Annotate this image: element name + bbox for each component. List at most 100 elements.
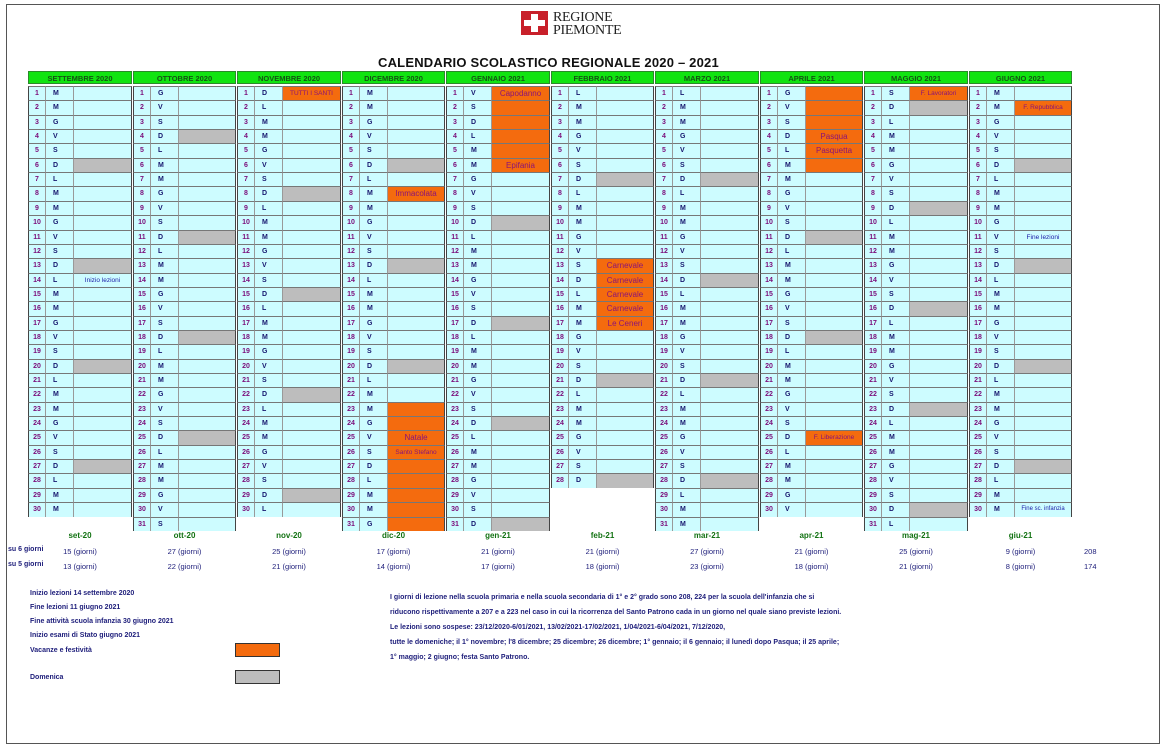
weekday-letter: M bbox=[986, 488, 1014, 502]
weekday-letter: L bbox=[359, 473, 387, 488]
day-number: 20 bbox=[864, 359, 881, 373]
day-number: 11 bbox=[864, 230, 881, 244]
month-days-6: 27 (giorni) bbox=[690, 547, 724, 556]
day-number: 20 bbox=[655, 359, 672, 373]
day-number: 17 bbox=[133, 316, 150, 330]
weekday-letter: M bbox=[568, 316, 596, 330]
day-cell bbox=[700, 100, 759, 115]
day-number: 11 bbox=[551, 230, 568, 244]
day-number: 20 bbox=[342, 359, 359, 373]
day-number: 6 bbox=[655, 158, 672, 172]
day-number: 24 bbox=[655, 416, 672, 430]
day-event: Fine sc. infanzia bbox=[1014, 502, 1072, 517]
day-number: 20 bbox=[760, 359, 777, 373]
day-cell bbox=[1014, 430, 1072, 445]
weekday-letter: M bbox=[359, 100, 387, 115]
day-number: 10 bbox=[551, 215, 568, 230]
page-title: CALENDARIO SCOLASTICO REGIONALE 2020 – 2… bbox=[378, 55, 719, 70]
weekday-letter: S bbox=[463, 402, 491, 416]
weekday-letter: D bbox=[359, 158, 387, 172]
day-cell bbox=[1014, 373, 1072, 387]
day-cell bbox=[73, 186, 132, 201]
day-number: 12 bbox=[28, 244, 45, 258]
day-number: 18 bbox=[760, 330, 777, 344]
weekday-letter: M bbox=[150, 459, 178, 473]
weekday-letter: S bbox=[45, 244, 73, 258]
day-number: 2 bbox=[655, 100, 672, 115]
day-number: 28 bbox=[446, 473, 463, 488]
weekday-letter: G bbox=[463, 473, 491, 488]
day-cell bbox=[596, 172, 654, 186]
weekday-letter: D bbox=[777, 230, 805, 244]
month-days-6: 15 (giorni) bbox=[63, 547, 97, 556]
day-cell bbox=[1014, 186, 1072, 201]
weekday-letter: G bbox=[881, 359, 909, 373]
day-number: 6 bbox=[28, 158, 45, 172]
day-number: 22 bbox=[864, 387, 881, 402]
day-cell bbox=[387, 416, 445, 430]
day-number: 14 bbox=[446, 273, 463, 287]
weekday-letter: L bbox=[463, 330, 491, 344]
weekday-letter: V bbox=[777, 201, 805, 215]
day-cell bbox=[491, 172, 550, 186]
day-event: F. Lavoratori bbox=[909, 86, 968, 100]
weekday-letter: M bbox=[672, 517, 700, 531]
day-number: 21 bbox=[760, 373, 777, 387]
day-number: 9 bbox=[760, 201, 777, 215]
month-days-5: 14 (giorni) bbox=[376, 562, 411, 571]
weekday-letter: M bbox=[150, 258, 178, 273]
weekday-letter: M bbox=[777, 258, 805, 273]
weekday-letter: M bbox=[672, 301, 700, 316]
day-cell bbox=[491, 115, 550, 129]
day-cell bbox=[73, 402, 132, 416]
day-cell bbox=[282, 230, 341, 244]
day-cell bbox=[73, 86, 132, 100]
day-cell bbox=[73, 387, 132, 402]
day-number: 22 bbox=[133, 387, 150, 402]
weekday-letter: M bbox=[881, 344, 909, 359]
weekday-letter: G bbox=[881, 459, 909, 473]
day-cell bbox=[387, 100, 445, 115]
weekday-letter: M bbox=[777, 172, 805, 186]
day-number: 1 bbox=[133, 86, 150, 100]
day-cell bbox=[700, 517, 759, 531]
day-number: 10 bbox=[237, 215, 254, 230]
weekday-letter: G bbox=[150, 488, 178, 502]
weekday-letter: V bbox=[150, 502, 178, 517]
weekday-letter: G bbox=[359, 517, 387, 531]
weekday-letter: L bbox=[254, 502, 282, 517]
day-cell bbox=[596, 230, 654, 244]
weekday-letter: L bbox=[45, 172, 73, 186]
day-event: Immacolata bbox=[387, 186, 445, 201]
weekday-letter: L bbox=[45, 273, 73, 287]
day-cell bbox=[909, 301, 968, 316]
day-cell bbox=[805, 273, 863, 287]
day-cell bbox=[178, 172, 236, 186]
weekday-letter: S bbox=[777, 416, 805, 430]
day-event: Le Ceneri bbox=[596, 316, 654, 330]
weekday-letter: V bbox=[881, 273, 909, 287]
day-cell bbox=[73, 115, 132, 129]
weekday-letter: V bbox=[986, 330, 1014, 344]
weekday-letter: S bbox=[463, 301, 491, 316]
day-cell bbox=[909, 517, 968, 531]
day-cell bbox=[178, 143, 236, 158]
day-cell bbox=[387, 330, 445, 344]
day-number: 29 bbox=[446, 488, 463, 502]
weekday-letter: G bbox=[150, 287, 178, 301]
day-cell bbox=[282, 373, 341, 387]
weekday-letter: L bbox=[150, 445, 178, 459]
day-cell bbox=[805, 244, 863, 258]
day-number: 23 bbox=[760, 402, 777, 416]
day-number: 18 bbox=[655, 330, 672, 344]
weekday-letter: L bbox=[986, 273, 1014, 287]
weekday-letter: M bbox=[672, 201, 700, 215]
day-cell bbox=[387, 258, 445, 273]
day-number: 23 bbox=[342, 402, 359, 416]
day-cell bbox=[1014, 258, 1072, 273]
day-cell bbox=[73, 359, 132, 373]
weekday-letter: L bbox=[568, 387, 596, 402]
day-cell bbox=[73, 244, 132, 258]
weekday-letter: M bbox=[359, 402, 387, 416]
day-cell bbox=[178, 402, 236, 416]
